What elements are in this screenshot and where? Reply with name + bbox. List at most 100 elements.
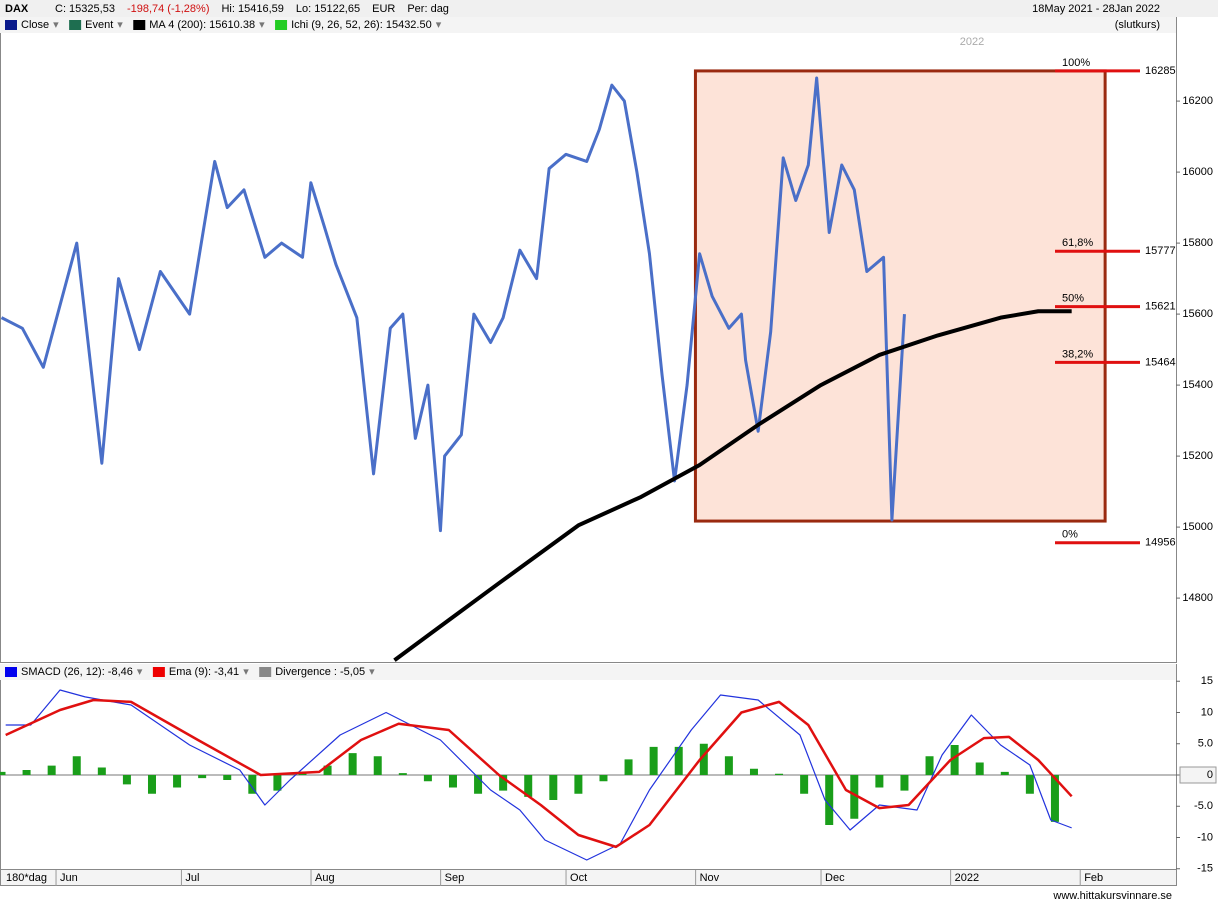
y-tick-label: 15600 [1182,308,1213,320]
y-tick-label: 14800 [1182,592,1213,604]
legend-swatch [275,20,288,30]
divergence-bar [624,759,633,775]
x-tick-label: Sep [445,872,465,884]
divergence-bar [198,775,207,779]
macd-y-tick-label: 0 [1207,769,1213,781]
divergence-bar [474,775,483,794]
legend-swatch [133,20,146,30]
date-axis [0,869,1177,886]
period-label: 180*dag [6,872,47,884]
header-item: Per: dag [407,3,449,15]
legend-label: Close [21,19,49,31]
legend-label: MA 4 (200): 15610.38 [149,19,255,31]
fib-price: 15777 [1145,245,1176,257]
divergence-bar [47,765,56,775]
divergence-bar [398,773,407,775]
divergence-bar [1025,775,1034,794]
legend-menu: ▾ [53,19,59,31]
legend-swatch [69,20,82,30]
year-label: 2022 [960,36,984,48]
fib-price: 14956 [1145,537,1176,549]
legend-bar [0,17,1176,33]
divergence-bar [724,756,733,775]
y-tick-label: 16000 [1182,166,1213,178]
divergence-bar [423,775,432,782]
divergence-bar [925,756,934,775]
y-tick-label: 15000 [1182,521,1213,533]
divergence-bar [900,775,909,791]
macd-legend-bar [0,664,1176,680]
header-item: Lo: 15122,65 [296,3,360,15]
divergence-bar [97,767,106,775]
x-tick-label: Nov [700,872,720,884]
ma-line [393,309,1072,662]
macd-y-tick-label: 15 [1201,675,1213,687]
footer: www.hittakursvinnare.se [1052,890,1172,902]
x-tick-label: Aug [315,872,335,884]
header-item: EUR [372,3,395,15]
fib-label: 38,2% [1062,348,1093,360]
divergence-bar [223,775,232,780]
legend-swatch [5,20,17,30]
legend-label: Ichi (9, 26, 52, 26): 15432.50 [291,19,432,31]
divergence-bar [1050,775,1059,822]
divergence-bar [1000,771,1009,775]
divergence-bar [248,775,257,794]
divergence-bar [875,775,884,788]
header-item: C: 15325,53 [55,3,115,15]
zero-box [1179,766,1217,784]
legend-menu: ▾ [369,666,375,678]
divergence-bar [574,775,583,794]
legend-menu: ▾ [137,666,143,678]
divergence-bar [524,775,533,797]
divergence-bar [699,743,708,775]
divergence-bar [499,775,508,791]
legend-label: Ema (9): -3,41 [169,666,239,678]
fib-price: 15464 [1145,356,1176,368]
legend-swatch [259,667,272,677]
fib-label: 50% [1062,293,1084,305]
macd-y-tick-label: -5.0 [1194,800,1213,812]
divergence-bar [323,765,332,775]
macd-y-tick-label: 10 [1201,706,1213,718]
legend-menu: ▾ [243,666,249,678]
divergence-bar [775,773,784,775]
y-tick-label: 15200 [1182,450,1213,462]
header-bar [0,0,1218,17]
divergence-bar [373,756,382,775]
divergence-bar [147,775,156,794]
fib-box [693,69,1107,523]
macd-y-tick-label: 5.0 [1198,738,1213,750]
y-tick-label: 15400 [1182,379,1213,391]
divergence-bar [599,775,608,782]
divergence-bar [0,771,6,775]
header-item: -198,74 (-1,28%) [127,3,210,15]
x-tick-label: Jul [185,872,199,884]
x-tick-label: Oct [570,872,587,884]
header-item: Hi: 15416,59 [221,3,283,15]
divergence-bar [549,775,558,800]
divergence-bar [825,775,834,825]
divergence-bar [173,775,182,788]
price-basis: (slutkurs) [1115,19,1160,31]
legend-label: Divergence : -5,05 [275,666,365,678]
divergence-bar [800,775,809,794]
macd-y-tick-label: -15 [1197,863,1213,875]
legend-label: SMACD (26, 12): -8,46 [21,666,133,678]
x-tick-label: Feb [1084,872,1103,884]
divergence-bar [649,746,658,775]
x-tick-label: 2022 [955,872,979,884]
fib-label: 61,8% [1062,237,1093,249]
chart-title: DAX [5,3,29,15]
ema-line [5,698,1073,849]
legend-swatch [5,667,17,677]
y-tick-label: 16200 [1182,95,1213,107]
legend-label: Event [85,19,113,31]
divergence-bar [22,770,31,775]
divergence-bar [273,775,282,791]
fib-price: 16285 [1145,65,1176,77]
divergence-bar [448,775,457,788]
smacd-line [5,689,1072,861]
y-tick-label: 15800 [1182,237,1213,249]
